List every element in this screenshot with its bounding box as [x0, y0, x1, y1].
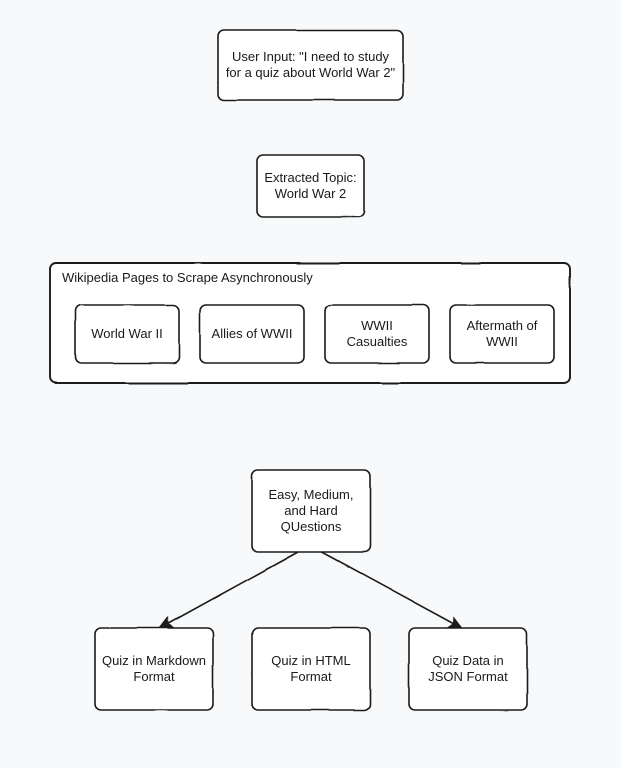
flowchart-node-text: Quiz Data in JSON Format [415, 653, 521, 686]
flowchart-node-text: Extracted Topic: World War 2 [263, 170, 358, 203]
flowchart-node-text: Quiz in Markdown Format [101, 653, 207, 686]
flowchart-node-text: Aftermath of WWII [456, 318, 548, 351]
flowchart-node-text: User Input: "I need to study for a quiz … [224, 49, 397, 82]
flowchart-node-text: World War II [91, 326, 163, 342]
flowchart-node-text: Easy, Medium, and Hard QUestions [258, 487, 364, 536]
flowchart-node-text: Quiz in HTML Format [258, 653, 364, 686]
flowchart-node-text: WWII Casualties [331, 318, 423, 351]
group-label: Wikipedia Pages to Scrape Asynchronously [62, 270, 558, 285]
flowchart-node-text: Allies of WWII [212, 326, 293, 342]
